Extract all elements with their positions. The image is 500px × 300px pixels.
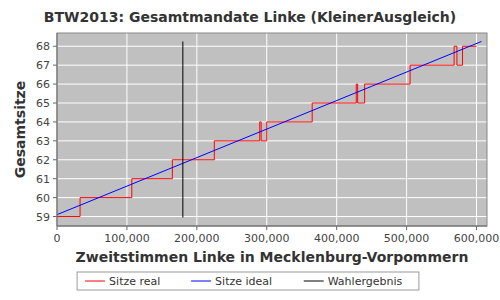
tick-label: 600,000 [454, 232, 500, 245]
legend-label: Wahlergebnis [328, 275, 403, 288]
y-axis [57, 33, 58, 226]
grid-line [476, 33, 477, 226]
legend: Sitze real Sitze ideal Wahlergebnis [77, 272, 419, 290]
tick-label: 64 [36, 116, 50, 129]
legend-swatch [85, 281, 105, 282]
grid-line [336, 33, 337, 226]
grid-line [57, 33, 58, 226]
tick-mark [476, 226, 477, 230]
series-line [182, 42, 183, 218]
legend-swatch [304, 281, 324, 282]
grid-line [57, 159, 487, 160]
plot-area [57, 33, 487, 226]
grid-line [57, 216, 487, 217]
tick-label: 59 [36, 211, 50, 224]
tick-mark [53, 84, 57, 85]
grid-line [196, 33, 197, 226]
tick-label: 61 [36, 173, 50, 186]
tick-mark [53, 140, 57, 141]
grid-line [57, 46, 487, 47]
tick-mark [53, 216, 57, 217]
tick-label: 67 [36, 59, 50, 72]
grid-line [406, 33, 407, 226]
grid-line [57, 103, 487, 104]
tick-mark [53, 197, 57, 198]
background [0, 0, 500, 300]
tick-mark [406, 226, 407, 230]
tick-label: 66 [36, 78, 50, 91]
tick-mark [126, 226, 127, 230]
chart: BTW2013: Gesamtmandate Linke (KleinerAus… [0, 0, 500, 300]
tick-mark [53, 65, 57, 66]
legend-label: Sitze real [109, 275, 160, 288]
series-line [57, 46, 477, 216]
tick-label: 300,000 [244, 232, 290, 245]
y-axis-label: Gesamtsitze [12, 81, 28, 179]
grid-line [126, 33, 127, 226]
tick-mark [336, 226, 337, 230]
tick-mark [53, 46, 57, 47]
tick-mark [196, 226, 197, 230]
x-axis-label: Zweitstimmen Linke in Mecklenburg-Vorpom… [76, 249, 469, 265]
series-line [57, 42, 481, 215]
tick-mark [57, 226, 58, 230]
tick-label: 400,000 [314, 232, 360, 245]
legend-swatch [191, 281, 211, 282]
legend-label: Sitze ideal [215, 275, 272, 288]
title: BTW2013: Gesamtmandate Linke (KleinerAus… [44, 9, 456, 25]
tick-label: 0 [54, 232, 61, 245]
grid-line [57, 84, 487, 85]
tick-mark [266, 226, 267, 230]
tick-label: 68 [36, 40, 50, 53]
tick-label: 100,000 [104, 232, 150, 245]
tick-label: 500,000 [384, 232, 430, 245]
tick-label: 62 [36, 154, 50, 167]
tick-label: 60 [36, 192, 50, 205]
tick-mark [53, 178, 57, 179]
tick-mark [53, 103, 57, 104]
tick-label: 65 [36, 97, 50, 110]
tick-label: 63 [36, 135, 50, 148]
series-group [57, 42, 481, 218]
tick-mark [53, 121, 57, 122]
tick-mark [53, 159, 57, 160]
grid-line [57, 178, 487, 179]
x-axis [57, 226, 487, 227]
tick-label: 200,000 [174, 232, 220, 245]
plot-frame [57, 33, 487, 226]
legend-box [77, 272, 419, 290]
grid-line [57, 140, 487, 141]
